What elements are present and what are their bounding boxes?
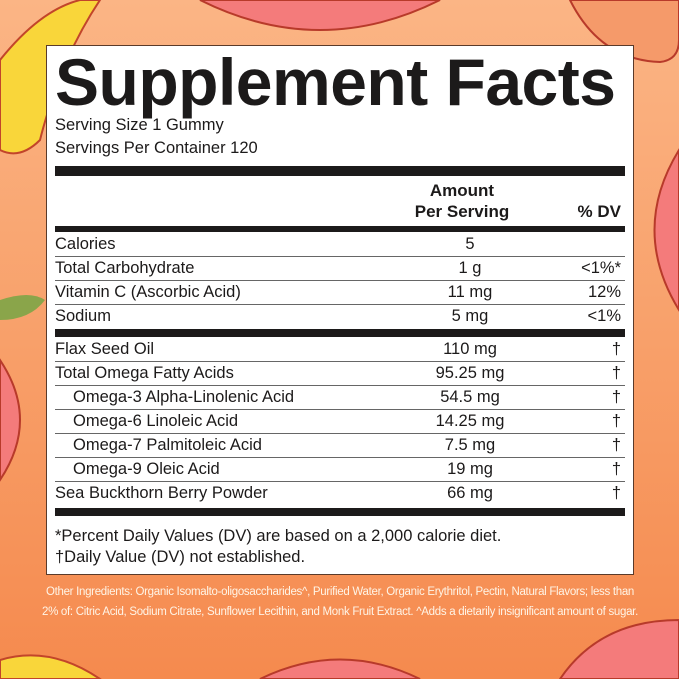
nutrient-amount: 95.25 mg (435, 364, 505, 382)
nutrient-name: Omega-3 Alpha-Linolenic Acid (73, 388, 295, 406)
nutrient-amount: 110 mg (443, 340, 497, 358)
nutrient-dv: † (611, 484, 621, 502)
other-ingredients: Other Ingredients: Organic Isomalto-olig… (42, 586, 638, 618)
footnote-dv: *Percent Daily Values (DV) are based on … (55, 527, 502, 545)
nutrient-dv: † (611, 340, 621, 358)
nutrient-row: Sea Buckthorn Berry Powder 66 mg † (55, 481, 625, 505)
nutrient-amount: 1 g (458, 259, 482, 277)
nutrient-amount: 5 mg (451, 307, 489, 325)
nutrient-name: Sea Buckthorn Berry Powder (55, 484, 268, 502)
footnote-not-established: †Daily Value (DV) not established. (55, 548, 306, 566)
nutrient-amount: 66 mg (447, 484, 493, 502)
nutrient-dv: <1% (587, 307, 621, 325)
thick-divider (55, 508, 625, 516)
supplement-facts-panel: Supplement Facts Serving Size 1 Gummy Se… (46, 45, 634, 575)
nutrient-name: Calories (55, 235, 116, 253)
servings-per-container: Servings Per Container 120 (55, 139, 258, 157)
nutrient-name: Flax Seed Oil (55, 340, 155, 358)
nutrient-amount: 14.25 mg (435, 412, 505, 430)
nutrient-amount: 11 mg (447, 283, 493, 301)
nutrient-row: Omega-3 Alpha-Linolenic Acid 54.5 mg † (55, 385, 625, 410)
nutrient-amount: 54.5 mg (440, 388, 500, 406)
nutrient-row: Total Carbohydrate 1 g <1%* (55, 256, 625, 281)
nutrient-row: Omega-6 Linoleic Acid 14.25 mg † (55, 409, 625, 434)
nutrient-amount: 19 mg (447, 460, 493, 478)
medium-divider (55, 226, 625, 232)
thick-divider (55, 329, 625, 337)
nutrient-name: Sodium (55, 307, 111, 325)
nutrient-row: Calories 5 (55, 232, 625, 257)
nutrient-dv: † (611, 460, 621, 478)
nutrient-row: Sodium 5 mg <1% (55, 304, 625, 328)
dv-header: % DV (577, 202, 621, 221)
nutrient-row: Omega-7 Palmitoleic Acid 7.5 mg † (55, 433, 625, 458)
nutrient-amount: 7.5 mg (444, 436, 496, 454)
nutrient-name: Vitamin C (Ascorbic Acid) (55, 283, 241, 301)
nutrient-dv: <1%* (581, 259, 621, 277)
panel-title: Supplement Facts (55, 45, 616, 119)
nutrient-name: Total Carbohydrate (55, 259, 195, 277)
nutrient-dv: † (611, 388, 621, 406)
amount-header-line2: Per Serving (414, 202, 510, 221)
nutrient-dv: † (611, 412, 621, 430)
thick-divider (55, 166, 625, 176)
nutrient-name: Omega-7 Palmitoleic Acid (73, 436, 262, 454)
nutrient-row: Omega-9 Oleic Acid 19 mg † (55, 457, 625, 482)
nutrient-row: Flax Seed Oil 110 mg † (55, 337, 625, 362)
amount-header-line1: Amount (429, 181, 495, 200)
nutrient-name: Omega-6 Linoleic Acid (73, 412, 239, 430)
nutrient-dv: † (611, 364, 621, 382)
nutrient-row: Total Omega Fatty Acids 95.25 mg † (55, 361, 625, 386)
nutrient-amount: 5 (465, 235, 475, 253)
amount-header: Amount Per Serving (387, 180, 537, 222)
nutrient-dv: 12% (587, 283, 621, 301)
serving-size: Serving Size 1 Gummy (55, 116, 224, 134)
nutrient-name: Omega-9 Oleic Acid (73, 460, 220, 478)
nutrient-dv: † (611, 436, 621, 454)
nutrient-row: Vitamin C (Ascorbic Acid) 11 mg 12% (55, 280, 625, 305)
nutrient-name: Total Omega Fatty Acids (55, 364, 234, 382)
